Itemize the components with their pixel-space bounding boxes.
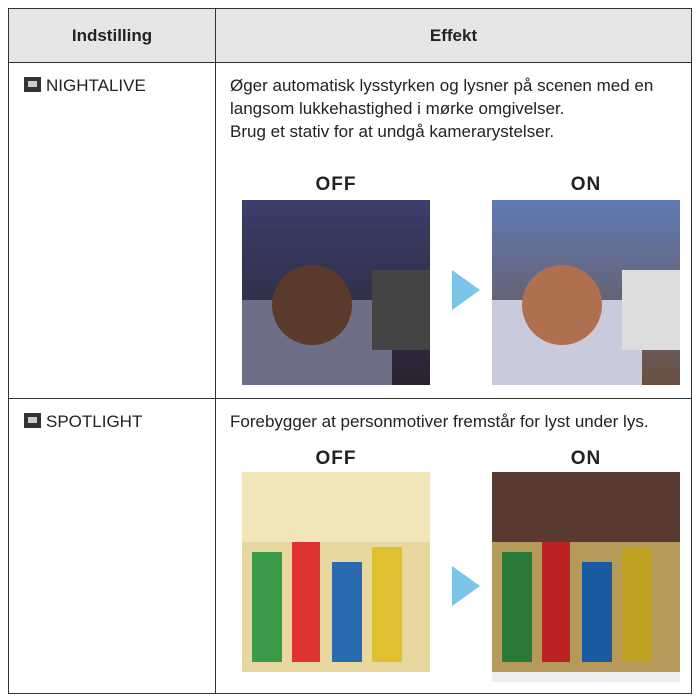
setting-text: SPOTLIGHT [46, 412, 143, 431]
effect-text: Øger automatisk lysstyrken og lysner på … [230, 76, 654, 118]
photo-on [492, 472, 680, 682]
arrow [452, 566, 480, 606]
header-text: Indstilling [71, 25, 153, 45]
cell [8, 398, 216, 694]
on-label: ON [570, 174, 602, 195]
setting: NIGHTALIVE [24, 74, 146, 97]
effect-text: Forebygger at personmotiver fremstår for… [230, 412, 649, 431]
arrow [452, 270, 480, 310]
off-label: OFF [315, 174, 357, 195]
setting-text: NIGHTALIVE [46, 76, 146, 95]
header-cell: Effekt [215, 8, 692, 63]
effect-text: Brug et stativ for at undgå kamerarystel… [230, 122, 555, 141]
photo-off [242, 200, 430, 385]
on-label: ON [570, 448, 602, 469]
cell [215, 398, 692, 694]
icon [24, 77, 41, 92]
header-text: Effekt [429, 25, 478, 45]
off-label: OFF [315, 448, 357, 469]
cell [8, 62, 216, 399]
photo-off [242, 472, 430, 682]
icon [24, 413, 41, 428]
photo-on [492, 200, 680, 385]
header-cell: Indstilling [8, 8, 216, 63]
setting: SPOTLIGHT [24, 410, 142, 433]
